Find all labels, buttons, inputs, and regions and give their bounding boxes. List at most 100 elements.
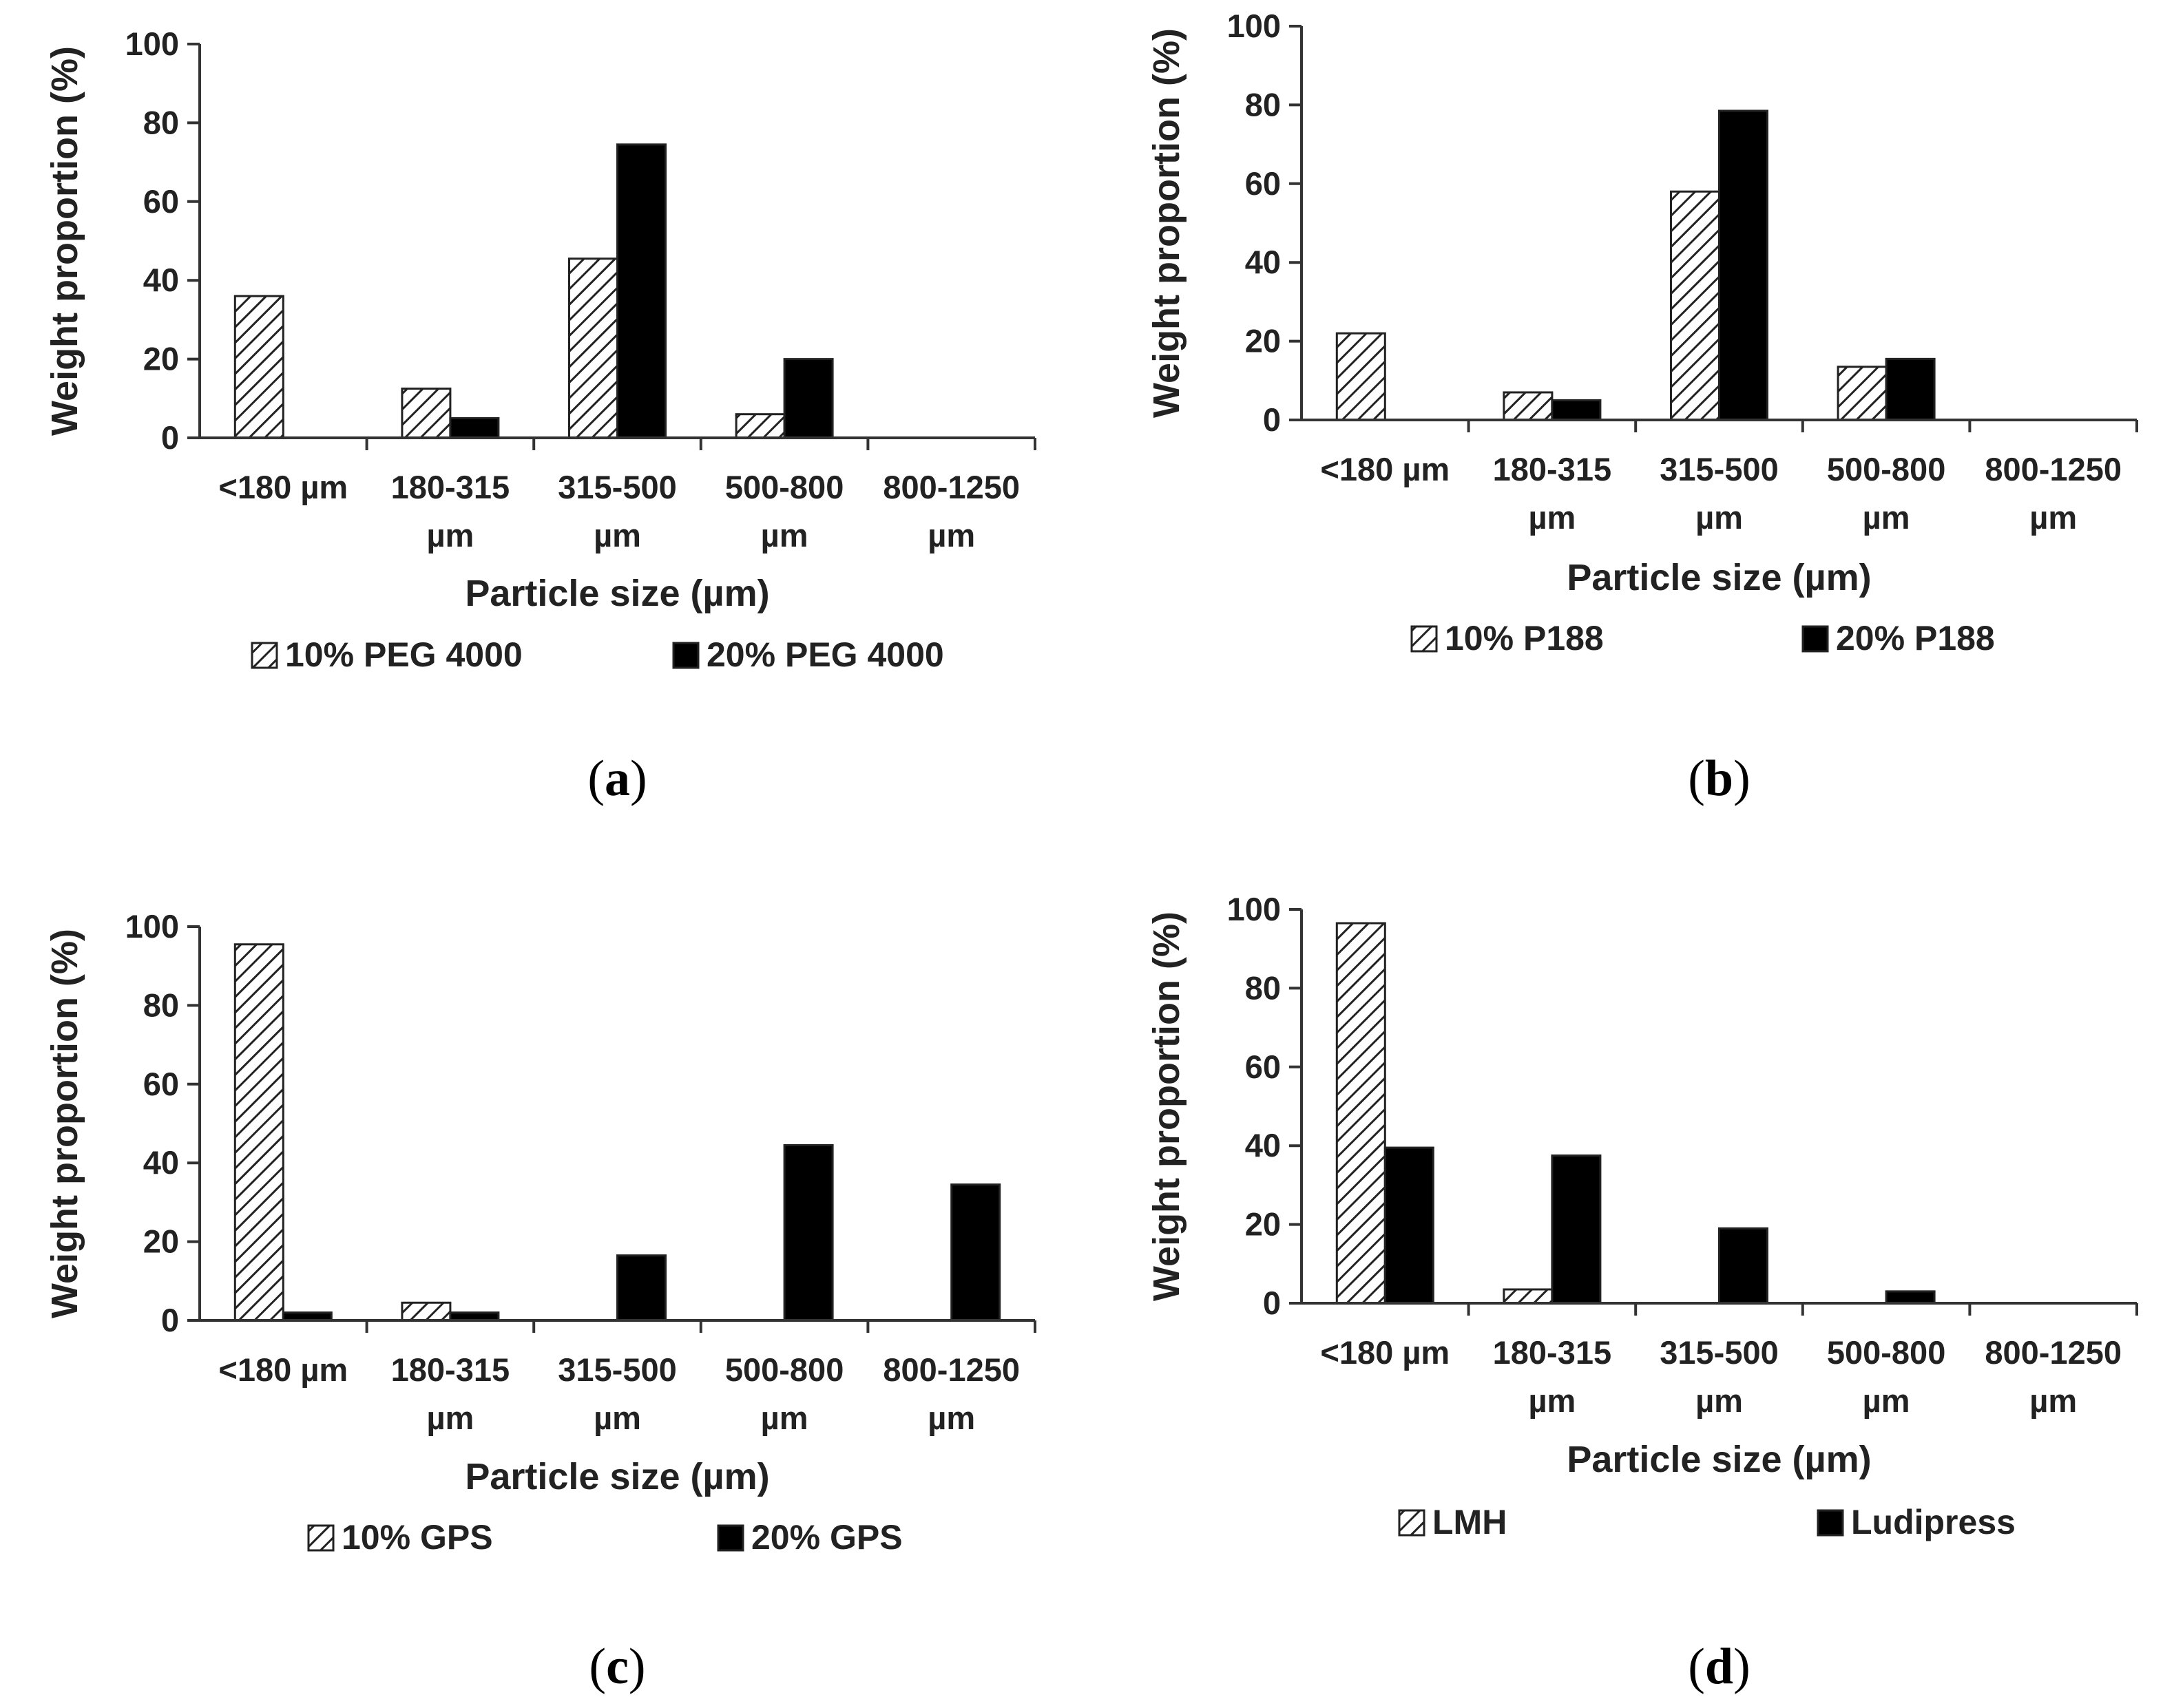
- bar-series2-cat1: [1383, 1146, 1434, 1305]
- panel-label: (a): [587, 750, 647, 807]
- y-tick-label: 80: [1245, 86, 1281, 123]
- x-tick-label: 315-500: [558, 469, 677, 505]
- x-tick-label: <180 µm: [218, 469, 348, 505]
- y-tick-label: 80: [143, 987, 179, 1023]
- legend-swatch-series2: [672, 642, 700, 669]
- x-tick-label: 315-500: [558, 1351, 677, 1388]
- bar-series1-cat1: [233, 295, 284, 439]
- y-tick-label: 60: [143, 183, 179, 220]
- x-axis-title: Particle size (µm): [1567, 1439, 1871, 1480]
- bar-series1-cat2: [401, 388, 452, 439]
- legend-swatch-series2: [1801, 625, 1829, 653]
- x-tick-label: 800-1250: [883, 469, 1020, 505]
- y-axis-title: Weight proportion (%): [1146, 911, 1187, 1301]
- chart-panel-b: 0 20 40 60 80 100 <180 µm 180-315 µm 315-500 µm 500…: [1146, 8, 2138, 807]
- x-tick-label: <180 µm: [1320, 451, 1450, 487]
- y-axis-title: Weight proportion (%): [1146, 28, 1187, 418]
- legend-label-series2: 20% GPS: [751, 1518, 903, 1557]
- bar-series1-cat4: [735, 413, 786, 439]
- bar-series2-cat5: [950, 1183, 1001, 1322]
- bar-series1-cat3: [568, 257, 618, 439]
- bar-series1-cat1: [1335, 922, 1386, 1305]
- y-tick-label: 40: [143, 262, 179, 298]
- bar-series1-cat4: [1837, 366, 1888, 421]
- x-tick-label: µm: [1528, 1382, 1576, 1419]
- x-tick-label: µm: [426, 517, 474, 553]
- bar-series2-cat3: [616, 1254, 667, 1322]
- legend-label-series1: LMH: [1432, 1503, 1507, 1541]
- y-tick-label: 100: [1227, 891, 1281, 927]
- legend-swatch-series1: [307, 1524, 335, 1552]
- legend-swatch-series1: [251, 642, 278, 669]
- x-tick-label: µm: [1863, 499, 1910, 536]
- x-axis-title: Particle size (µm): [465, 1456, 769, 1497]
- y-tick-label: 20: [1245, 1206, 1281, 1243]
- y-tick-label: 100: [1227, 8, 1281, 44]
- x-tick-label: µm: [2029, 499, 2077, 536]
- chart-panel-c: 0 20 40 60 80 100 <180 µm 180-315 µm 315-500 µm 500…: [44, 908, 1036, 1695]
- y-tick-label: 40: [1245, 244, 1281, 280]
- bar-series2-cat4: [783, 358, 834, 439]
- panel-label: (d): [1688, 1638, 1750, 1695]
- x-tick-label: µm: [594, 1400, 641, 1436]
- y-axis-title: Weight proportion (%): [44, 929, 85, 1318]
- bar-series2-cat2: [1551, 1155, 1602, 1305]
- x-axis-title: Particle size (µm): [465, 573, 769, 614]
- x-tick-label: µm: [2029, 1382, 2077, 1419]
- bar-series1-cat2: [1503, 1288, 1554, 1305]
- x-tick-label: 180-315: [1493, 1334, 1612, 1371]
- bar-series2-cat3: [616, 143, 667, 439]
- y-tick-label: 0: [161, 419, 179, 456]
- y-tick-label: 0: [1263, 1285, 1281, 1321]
- bar-series1-cat1: [1335, 332, 1386, 421]
- legend-swatch-series1: [1410, 625, 1438, 653]
- legend-label-series2: Ludipress: [1851, 1503, 2016, 1541]
- y-tick-label: 40: [143, 1144, 179, 1181]
- y-axis-title: Weight proportion (%): [44, 46, 85, 436]
- bar-series2-cat4: [783, 1143, 834, 1322]
- x-tick-label: 500-800: [725, 469, 844, 505]
- legend-label-series1: 10% PEG 4000: [285, 635, 523, 674]
- x-tick-label: 500-800: [725, 1351, 844, 1388]
- x-tick-label: 800-1250: [883, 1351, 1020, 1388]
- x-tick-label: µm: [761, 1400, 808, 1436]
- legend-label-series2: 20% P188: [1836, 619, 1995, 657]
- legend-swatch-series1: [1398, 1509, 1425, 1537]
- y-tick-label: 80: [1245, 969, 1281, 1006]
- panel-label: (c): [589, 1638, 645, 1695]
- x-tick-label: 500-800: [1827, 1334, 1946, 1371]
- x-tick-label: 315-500: [1660, 451, 1779, 487]
- legend-swatch-series2: [717, 1524, 744, 1552]
- panel-label: (b): [1688, 750, 1750, 807]
- x-tick-label: µm: [1528, 499, 1576, 536]
- x-tick-label: 180-315: [1493, 451, 1612, 487]
- chart-panel-a: 0 20 40 60 80 100 <180 µm 180-315 µm 315-500 µm 500…: [44, 25, 1036, 807]
- x-tick-label: µm: [761, 517, 808, 553]
- x-tick-label: µm: [426, 1400, 474, 1436]
- y-tick-label: 80: [143, 104, 179, 140]
- x-tick-label: µm: [1695, 499, 1743, 536]
- x-tick-label: µm: [1863, 1382, 1910, 1419]
- x-tick-label: µm: [594, 517, 641, 553]
- legend-swatch-series2: [1817, 1509, 1844, 1537]
- y-tick-label: 60: [1245, 165, 1281, 202]
- legend-label-series1: 10% GPS: [342, 1518, 493, 1557]
- x-tick-label: µm: [928, 1400, 975, 1436]
- x-tick-label: 800-1250: [1985, 451, 2122, 487]
- x-tick-label: 315-500: [1660, 1334, 1779, 1371]
- bar-series2-cat3: [1718, 109, 1768, 421]
- x-tick-label: 180-315: [391, 469, 510, 505]
- legend-label-series1: 10% P188: [1445, 619, 1604, 657]
- y-tick-label: 20: [143, 341, 179, 377]
- chart-panel-d: 0 20 40 60 80 100 <180 µm 180-315 µm 315-500 µm 500…: [1146, 891, 2138, 1695]
- y-tick-label: 20: [143, 1223, 179, 1260]
- y-tick-label: 40: [1245, 1127, 1281, 1163]
- bar-series2-cat4: [1885, 1290, 1936, 1305]
- y-tick-label: 0: [161, 1302, 179, 1338]
- y-tick-label: 100: [125, 25, 179, 62]
- x-tick-label: 500-800: [1827, 451, 1946, 487]
- x-tick-label: <180 µm: [218, 1351, 348, 1388]
- bar-series1-cat3: [1670, 190, 1720, 421]
- bar-series2-cat2: [1551, 399, 1602, 421]
